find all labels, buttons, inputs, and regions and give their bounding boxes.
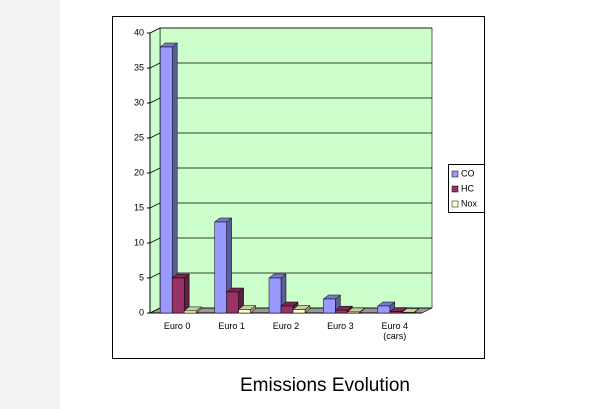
legend-swatch <box>451 185 459 193</box>
grid-line <box>149 202 161 209</box>
grid-line <box>149 272 161 279</box>
bar <box>280 305 294 314</box>
bar <box>292 309 306 314</box>
x-tick-label: Euro 0 <box>163 321 191 331</box>
bar-side <box>183 273 190 314</box>
x-tick-label: Euro 2 <box>272 321 300 331</box>
y-tick-label: 5 <box>139 272 144 282</box>
bar <box>268 277 282 314</box>
bar <box>335 309 348 314</box>
grid-line <box>149 237 161 244</box>
legend-label: HC <box>461 183 474 193</box>
y-tick-label: 15 <box>134 202 144 212</box>
bar <box>214 221 227 314</box>
y-tick-label: 0 <box>139 307 144 317</box>
bar <box>323 298 336 314</box>
legend-label: CO <box>461 168 475 178</box>
grid-line <box>149 167 161 174</box>
y-tick-label: 40 <box>134 27 144 37</box>
legend-swatch <box>451 200 459 208</box>
grid-line <box>149 97 161 104</box>
grid-line <box>149 27 161 34</box>
y-tick-label: 35 <box>134 62 144 72</box>
bar <box>347 311 360 314</box>
legend-label: Nox <box>461 198 478 208</box>
bar-side <box>171 42 178 314</box>
bar <box>389 311 403 314</box>
y-tick-label: 25 <box>134 132 144 142</box>
grid-line <box>149 62 161 69</box>
bar <box>159 46 173 314</box>
x-tick-label: Euro 4 (cars) <box>381 321 409 341</box>
x-tick-label: Euro 3 <box>327 321 354 331</box>
chart-title: Emissions Evolution <box>239 375 411 396</box>
grid-line <box>149 307 161 314</box>
bar <box>377 305 391 314</box>
side-strip <box>0 0 60 409</box>
y-tick-label: 30 <box>134 97 144 107</box>
bar <box>238 309 251 314</box>
x-tick-label: Euro 1 <box>218 321 245 331</box>
legend-swatch <box>451 170 459 178</box>
bar <box>401 312 415 314</box>
bar <box>183 310 197 314</box>
bar <box>226 291 239 314</box>
bar <box>171 277 185 314</box>
grid-line <box>149 132 161 139</box>
y-tick-label: 10 <box>134 237 144 247</box>
y-tick-label: 20 <box>134 167 144 177</box>
